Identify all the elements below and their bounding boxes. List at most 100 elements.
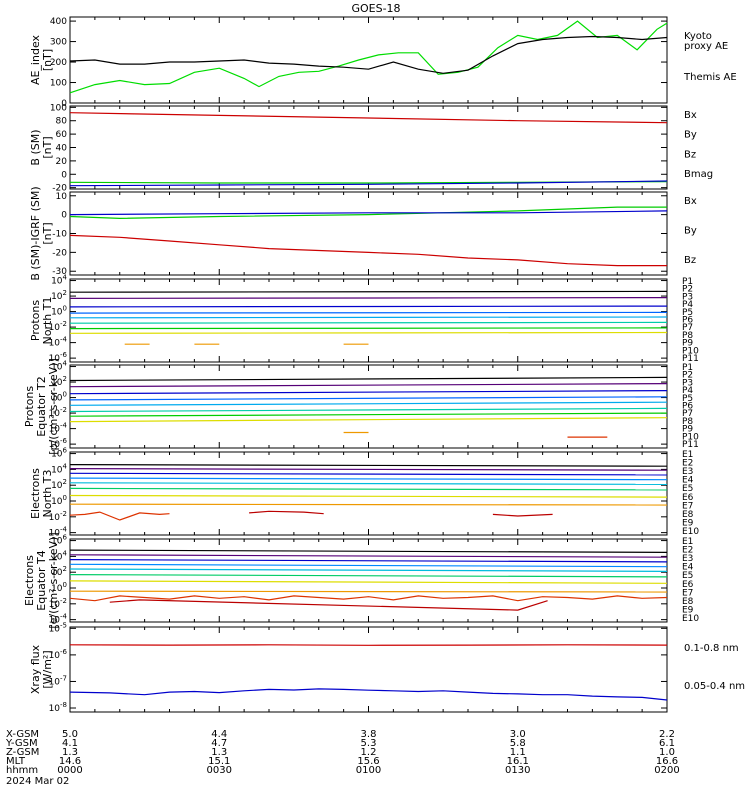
y-tick-label: -20	[52, 248, 67, 258]
y-axis-label: B (SM)-IGRF (SM)	[29, 186, 42, 280]
legend-entry: Bz	[684, 149, 696, 160]
legend-entry: E5	[682, 571, 693, 581]
series-bdiff-bx	[69, 210, 668, 216]
legend-entry: 0.1-0.8 nm	[684, 643, 739, 654]
y-tick-label: 10-2	[49, 406, 67, 419]
series-ae-kyoto-proxy-ae	[69, 20, 668, 94]
legend-entry: E4	[682, 563, 694, 573]
legend-entry: P5	[682, 394, 693, 404]
y-tick-label: 10-4	[49, 613, 68, 626]
y-axis-label: Equator T2	[35, 376, 48, 436]
footer-value: 5.3	[361, 738, 377, 749]
y-axis-label: [e/(cm²-s-sr-keV)]	[47, 532, 60, 628]
legend-entry: P11	[682, 440, 699, 450]
legend-entry: E5	[682, 484, 693, 494]
series-pn-p8	[69, 331, 668, 334]
series-ee-e3	[69, 559, 668, 563]
panel-ee: 106 104 102 100 10-2 10-4 Electrons Equator T4[…	[23, 532, 699, 628]
series-pn-p6	[69, 321, 668, 324]
footer-value: 0100	[356, 765, 381, 776]
series-ee-e7	[69, 580, 668, 584]
legend-entry: 0.05-0.4 nm	[684, 681, 745, 692]
legend-entry: E3	[682, 467, 693, 477]
panel-pn: 104 102 100 10-2 10-4 10-6 Protons North T1 P1P2…	[29, 274, 699, 365]
y-tick-label: 20	[56, 157, 68, 167]
series-xray-0-1-0-8-nm	[69, 644, 668, 646]
footer-value: 6.1	[659, 738, 675, 749]
footer-value: 4.4	[211, 729, 227, 740]
y-tick-label: 100	[51, 581, 67, 594]
y-tick-label: 106	[51, 447, 67, 460]
footer-value: 1.3	[62, 747, 78, 758]
series-ee-e10	[109, 599, 548, 611]
legend-entry: P2	[682, 371, 693, 381]
legend-entry: By	[684, 130, 697, 141]
legend-entry: E6	[682, 493, 694, 503]
y-axis-label: Equator T4	[35, 550, 48, 610]
footer-label: Y-GSM	[5, 738, 38, 749]
y-tick-label: 104	[51, 360, 67, 373]
series-pn-p3	[69, 305, 668, 308]
legend-entry: E9	[682, 518, 694, 528]
legend-entry: E2	[682, 459, 693, 469]
series-bdiff-by	[69, 206, 667, 220]
legend-entry: P2	[682, 285, 693, 295]
footer-value: 3.8	[361, 729, 377, 740]
series-pe-p8	[69, 417, 668, 423]
series-bdiff-bz	[69, 234, 667, 267]
y-tick-label: 104	[51, 274, 67, 287]
legend-entry: P3	[682, 292, 693, 302]
y-tick-label: -20	[52, 184, 67, 194]
series-ee-e8	[69, 590, 668, 593]
series-pe-p5	[69, 401, 668, 406]
y-axis-label: Electrons	[29, 468, 42, 519]
series-en-e8	[69, 503, 668, 506]
series-pn-p1	[69, 290, 668, 293]
y-tick-label: 104	[51, 549, 67, 562]
legend-entry: E10	[682, 527, 699, 537]
legend-entry: P3	[682, 378, 693, 388]
series-en-e3	[69, 472, 668, 476]
legend-entry: Kyoto	[684, 31, 712, 42]
footer-value: 4.7	[211, 738, 227, 749]
series-pe-p1	[69, 376, 668, 382]
y-tick-label: 100	[50, 103, 67, 113]
series-ee-e5	[69, 568, 668, 572]
legend-entry: Bz	[684, 255, 696, 266]
legend-entry: E10	[682, 614, 699, 624]
footer-value: 16.6	[656, 756, 678, 767]
legend-entry: P9	[682, 339, 693, 349]
legend-entry: E7	[682, 588, 693, 598]
panel-bdiff: 10 0 -10 -20 -30 B (SM)-IGRF (SM) [nT] Bx By Bz	[29, 186, 697, 280]
panel-xray: 10-5 10-6 10-7 10-8 Xray flux [W/m²] 0.1-0.8 n…	[29, 621, 745, 714]
legend-entry: E9	[682, 605, 694, 615]
legend-entry: Bx	[684, 196, 697, 207]
legend-entry: P10	[682, 432, 699, 442]
y-tick-label: 40	[56, 144, 68, 154]
footer-value: 16.1	[507, 756, 529, 767]
legend-entry: P8	[682, 331, 693, 341]
legend-entry: P4	[682, 300, 693, 310]
y-axis-label: North T3	[41, 470, 54, 518]
series-pe-p6	[69, 407, 668, 413]
series-bsm-bx	[69, 180, 668, 187]
footer-value: 1.0	[659, 747, 675, 758]
legend-entry: P11	[682, 354, 699, 364]
y-tick-label: 10	[56, 192, 68, 202]
legend-entry: E7	[682, 501, 693, 511]
legend-entry: P8	[682, 417, 693, 427]
footer-label: 2024 Mar 02	[6, 776, 69, 787]
y-tick-label: 10-4	[49, 526, 68, 539]
legend-entry: E2	[682, 546, 693, 556]
series-en-e1	[69, 464, 668, 467]
y-tick-label: 10-7	[49, 674, 67, 687]
legend-entry: P7	[682, 323, 693, 333]
y-axis-label: [nT]	[41, 49, 54, 71]
footer-value: 0000	[57, 765, 82, 776]
series-ae-themis-ae	[69, 35, 668, 74]
series-pn-p5	[69, 316, 668, 319]
series-bsm-bz	[69, 112, 668, 124]
y-axis-label: [nT]	[41, 222, 54, 244]
series-xray-0-05-0-4-nm	[69, 688, 668, 701]
